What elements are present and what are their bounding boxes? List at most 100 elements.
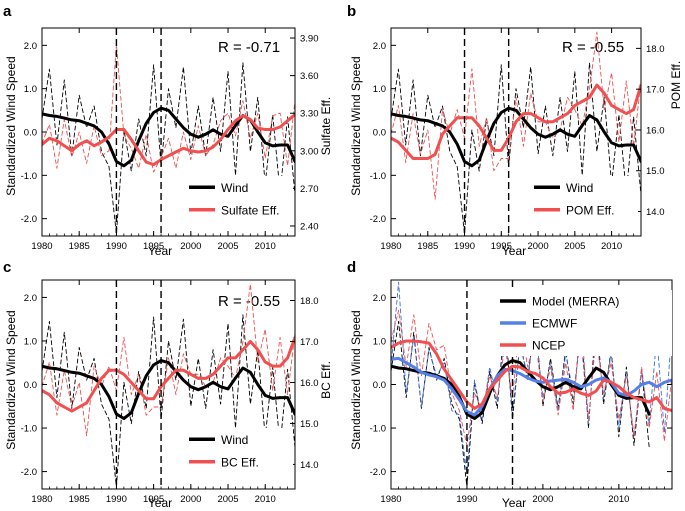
panel-d-ytick-label-0.0: 0.0 — [373, 380, 386, 391]
panel-c-xtick-label-2005: 2005 — [217, 494, 238, 505]
panel-d-plot: 1980 1990 2000 2010 2.0 1.0 0.0 -1.0 -2.0 Model (… — [370, 279, 673, 505]
panel-b-xtick-label-1985: 1985 — [417, 241, 438, 252]
panel-c-ytick-right-label-15.0: 15.0 — [300, 419, 319, 430]
panel-c-ytick-right-label-16.0: 16.0 — [300, 378, 319, 389]
panel-c-ytick-right-label-17.0: 17.0 — [300, 337, 319, 348]
panel-a-legend: Wind Sulfate Eff. — [185, 176, 293, 221]
panel-a-xtick-label-1995: 1995 — [143, 241, 164, 252]
panel-b-ylabel-right: POM Eff. — [669, 61, 683, 109]
panel-b-ytick-right-label-14.0: 14.0 — [646, 207, 665, 218]
panel-a-series-sulfate-eff-annual — [42, 43, 295, 173]
panel-letter-b: b — [347, 3, 356, 20]
panel-d-ytick-label-2.0: 2.0 — [373, 293, 386, 304]
panel-b-ytick-right-label-15.0: 15.0 — [646, 166, 665, 177]
panel-a-ytick-right-label-3.60: 3.60 — [300, 71, 319, 82]
panel-letter-a: a — [3, 3, 12, 20]
panel-a-ylabel-right: Sulfate Eff. — [319, 97, 333, 155]
panel-b-series-pom-eff — [391, 83, 641, 160]
panel-d-xtick-label-2000: 2000 — [532, 494, 553, 505]
panel-c-ylabel-right: BC Eff. — [319, 361, 333, 399]
panel-b-series-wind — [391, 106, 641, 168]
panel-d-xtick-label-1980: 1980 — [380, 494, 401, 505]
panel-a-ytick-label-0.0: 0.0 — [24, 128, 37, 139]
panel-letter-c: c — [3, 259, 11, 276]
panel-c-xtick-label-1980: 1980 — [31, 494, 52, 505]
panel-a-legend-label-wind: Wind — [221, 181, 248, 195]
panel-a-ytick-label-2.0: 2.0 — [24, 41, 37, 52]
panel-d-ytick-label-1.0: 1.0 — [373, 336, 386, 347]
panel-c-ytick-label--2.0: -2.0 — [21, 467, 37, 478]
panel-c-xlabel: Year — [148, 496, 172, 510]
panel-letter-d: d — [347, 259, 356, 276]
panel-b-xtick-label-1995: 1995 — [491, 241, 512, 252]
panel-a: a Standardized Wind Speed Sulfate Eff. Y… — [3, 3, 333, 258]
panel-b-ytick-label-0.0: 0.0 — [373, 128, 386, 139]
panel-c-xtick-label-1995: 1995 — [143, 494, 164, 505]
panel-b-correlation: R = -0.55 — [562, 39, 624, 56]
panel-d-ytick-label--1.0: -1.0 — [370, 424, 386, 435]
panel-c-plot: 1980 1985 1990 1995 2000 2005 2010 2.0 1.0 0.0 -1.… — [21, 279, 319, 505]
panel-c-ytick-right-label-18.0: 18.0 — [300, 296, 319, 307]
panel-d-ytick-label--2.0: -2.0 — [370, 467, 386, 478]
panel-b-series-pom-eff-annual — [391, 31, 641, 200]
panel-a-xtick-label-1990: 1990 — [106, 241, 127, 252]
panel-a-ytick-label-1.0: 1.0 — [24, 84, 37, 95]
panel-c-xtick-label-1990: 1990 — [106, 494, 127, 505]
panel-b-legend-label-pom-eff: POM Eff. — [566, 203, 614, 217]
panel-a-ytick-right-label-3.90: 3.90 — [300, 34, 319, 45]
panel-b-legend-bg — [530, 176, 638, 221]
panel-d-ylabel: Standardized Wind Speed — [349, 310, 363, 449]
panel-b-ytick-label--2.0: -2.0 — [370, 214, 386, 225]
panel-b-xlabel: Year — [502, 244, 526, 258]
panel-d-legend-label-ncep: NCEP — [532, 339, 565, 353]
panel-a-legend-bg — [185, 176, 293, 221]
panel-d-series-ncep — [391, 339, 672, 413]
panel-d-xlabel: Year — [502, 496, 526, 510]
panel-b-ytick-label--1.0: -1.0 — [370, 171, 386, 182]
panel-a-xtick-label-2005: 2005 — [217, 241, 238, 252]
panel-c-series-wind-annual — [42, 314, 295, 488]
panel-c-series-bc-eff — [42, 335, 295, 413]
panel-c-series-group — [42, 283, 295, 488]
panel-c-ytick-label--1.0: -1.0 — [21, 424, 37, 435]
panel-d-xtick-label-2010: 2010 — [608, 494, 629, 505]
panel-c-legend-bg — [185, 428, 293, 473]
panel-c-ytick-label-2.0: 2.0 — [24, 293, 37, 304]
panel-c-xtick-label-2000: 2000 — [180, 494, 201, 505]
panel-b-series-wind-annual — [391, 62, 641, 235]
panel-b-xtick-label-1990: 1990 — [454, 241, 475, 252]
panel-b-ytick-right-label-17.0: 17.0 — [646, 85, 665, 96]
panel-b-xtick-label-2000: 2000 — [527, 241, 548, 252]
panel-a-ytick-right-label-3.30: 3.30 — [300, 109, 319, 120]
panel-c-ytick-label-1.0: 1.0 — [24, 336, 37, 347]
panel-d-legend: Model (MERRA) ECMWF NCEP — [496, 290, 672, 356]
panel-b-series-group — [391, 31, 641, 235]
panel-d-series-model-merra — [391, 359, 651, 420]
panel-c-correlation: R = -0.55 — [218, 293, 280, 310]
panel-a-legend-label-sulfate-eff: Sulfate Eff. — [221, 203, 279, 217]
panel-b-ylabel: Standardized Wind Speed — [349, 56, 363, 195]
panel-c-xtick-label-2010: 2010 — [255, 494, 276, 505]
panel-c-series-wind — [42, 359, 295, 420]
panel-b-xtick-label-2010: 2010 — [601, 241, 622, 252]
panel-b: b Standardized Wind Speed POM Eff. Year … — [347, 3, 683, 258]
panel-b-plot: 1980 1985 1990 1995 2000 2005 2010 2.0 1.0 0.0 -1.… — [370, 27, 665, 252]
panel-c-ylabel: Standardized Wind Speed — [4, 310, 18, 449]
panel-c-ytick-right-label-14.0: 14.0 — [300, 460, 319, 471]
panel-b-legend-label-wind: Wind — [566, 181, 593, 195]
panel-a-ylabel: Standardized Wind Speed — [4, 56, 18, 195]
panel-c-legend-label-wind: Wind — [221, 433, 248, 447]
panel-c-series-bc-eff-annual — [42, 283, 295, 437]
panel-b-ytick-right-label-16.0: 16.0 — [646, 125, 665, 136]
panel-c-xtick-label-1985: 1985 — [69, 494, 90, 505]
panel-a-xtick-label-2010: 2010 — [255, 241, 276, 252]
panel-a-series-sulfate-eff — [42, 113, 295, 167]
panel-a-series-wind-annual — [42, 62, 295, 235]
panel-a-ytick-right-label-3.00: 3.00 — [300, 146, 319, 157]
panel-a-ytick-label--1.0: -1.0 — [21, 171, 37, 182]
panel-d-legend-label-ecmwf: ECMWF — [532, 317, 577, 331]
panel-d-series-ecmwf — [391, 356, 672, 417]
panel-d: d Standardized Wind Speed Year — [347, 259, 526, 510]
panel-b-xtick-label-1980: 1980 — [380, 241, 401, 252]
